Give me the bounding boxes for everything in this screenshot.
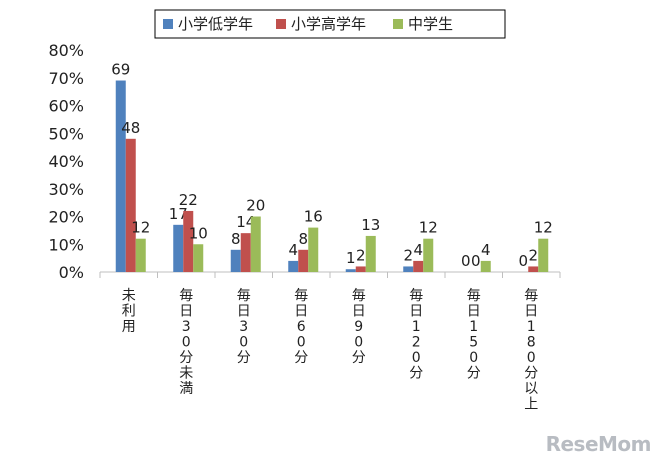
y-tick-label: 80% (48, 41, 84, 60)
category-label: 毎日 3 0 分 (237, 288, 251, 366)
y-tick-label: 20% (48, 208, 84, 227)
data-label: 0 (471, 252, 481, 270)
bar-1 (230, 249, 241, 272)
bar-3 (135, 238, 146, 272)
legend-label: 中学生 (408, 15, 453, 33)
data-label: 13 (361, 216, 380, 234)
data-label: 10 (189, 224, 208, 242)
bar-3 (480, 260, 491, 272)
data-label: 8 (231, 230, 241, 248)
category-label: 毎日 1 2 0 分 (409, 288, 423, 382)
y-tick-label: 40% (48, 152, 84, 171)
y-tick-label: 10% (48, 235, 84, 254)
watermark-logo: ReseMom (545, 432, 652, 456)
data-label: 12 (131, 219, 150, 237)
bar-2 (240, 233, 251, 272)
data-label: 12 (534, 219, 553, 237)
data-label: 2 (356, 246, 366, 264)
legend-box (154, 9, 506, 39)
bar-2 (355, 266, 366, 272)
data-label: 16 (304, 208, 323, 226)
data-label: 0 (461, 252, 471, 270)
category-label: 毎日 6 0 分 (294, 288, 308, 366)
y-tick-label: 70% (48, 69, 84, 88)
bar-3 (423, 238, 434, 272)
bar-3 (308, 227, 319, 272)
bar-2 (413, 260, 424, 272)
bar-1 (345, 269, 356, 272)
bar-3 (250, 216, 261, 272)
category-label: 未利用 (122, 288, 136, 335)
bar-1 (115, 80, 126, 273)
bar-3 (538, 238, 549, 272)
y-tick-label: 0% (59, 263, 84, 282)
bar-2 (298, 249, 309, 272)
data-label: 17 (169, 205, 188, 223)
data-label: 1 (346, 249, 356, 267)
legend-label: 小学低学年 (178, 15, 253, 33)
data-label: 4 (288, 241, 298, 259)
data-label: 8 (298, 230, 308, 248)
bar-2 (183, 210, 194, 272)
data-label: 20 (246, 197, 265, 215)
bar-1 (173, 224, 184, 272)
data-label: 2 (528, 246, 538, 264)
data-label: 4 (413, 241, 423, 259)
legend-swatch-1 (163, 19, 173, 29)
legend-swatch-2 (276, 19, 286, 29)
y-tick-label: 30% (48, 180, 84, 199)
bar-2 (125, 138, 136, 272)
legend-label: 小学高学年 (291, 15, 366, 33)
data-label: 4 (481, 241, 491, 259)
data-label: 69 (111, 61, 130, 79)
data-label: 12 (419, 219, 438, 237)
data-label: 48 (121, 119, 140, 137)
bar-1 (403, 266, 414, 272)
y-tick-label: 50% (48, 124, 84, 143)
category-label: 毎日 9 0 分 (352, 288, 366, 366)
category-label: 毎日 3 0 分未満 (179, 288, 193, 397)
data-label: 0 (518, 252, 528, 270)
bar-3 (365, 235, 376, 272)
legend-swatch-3 (393, 19, 403, 29)
category-label: 毎日 1 8 0 分以上 (524, 288, 538, 413)
category-label: 毎日 1 5 0 分 (467, 288, 481, 382)
y-tick-label: 60% (48, 97, 84, 116)
bar-3 (193, 244, 204, 272)
data-label: 2 (403, 246, 413, 264)
bar-1 (288, 260, 299, 272)
data-label: 14 (236, 213, 255, 231)
data-label: 22 (179, 191, 198, 209)
bar-2 (528, 266, 539, 272)
